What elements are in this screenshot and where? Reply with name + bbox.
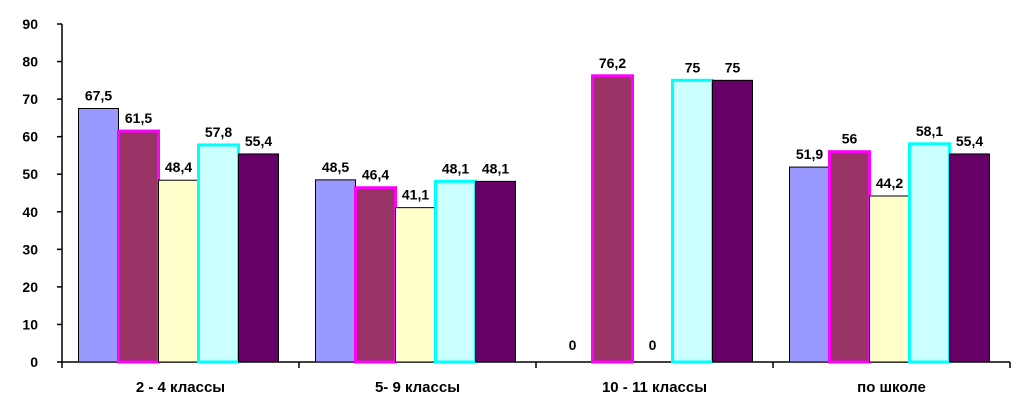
bar-series3-1 [158,179,199,363]
bar-series4-3 [671,78,714,364]
bar-series5-2 [475,180,516,363]
data-label: 61,5 [125,110,152,126]
bar-series3-4 [869,195,910,363]
bar-series4-4 [908,142,951,364]
data-label: 48,1 [482,160,509,176]
bar-series2-3 [591,74,634,364]
data-label: 41,1 [402,187,429,203]
bar-series1-1 [78,108,119,363]
y-tick-label: 30 [22,241,38,257]
y-tick-label: 60 [22,129,38,145]
data-label: 75 [725,59,741,75]
data-label: 55,4 [956,133,983,149]
bar-series5-4 [949,153,990,363]
data-label: 48,1 [442,160,469,176]
bar-series5-3 [712,79,753,363]
y-tick-label: 50 [22,166,38,182]
data-label: 51,9 [796,146,823,162]
bar-series2-1 [117,129,160,364]
y-tick-label: 40 [22,204,38,220]
y-tick-label: 20 [22,279,38,295]
bar-series3-2 [395,207,436,363]
x-category-label: 10 - 11 классы [602,379,707,396]
bar-series4-1 [197,143,240,364]
bar-series2-2 [354,186,397,364]
data-label: 76,2 [599,55,626,71]
data-label: 75 [685,59,701,75]
data-label: 55,4 [245,133,272,149]
data-label: 58,1 [916,123,943,139]
x-category-label: 2 - 4 классы [136,379,225,396]
bar-series5-1 [238,153,279,363]
bar-series1-4 [789,166,830,363]
data-label: 57,8 [205,124,232,140]
bar-series1-2 [315,179,356,363]
y-tick-label: 90 [22,16,38,32]
x-category-label: по школе [857,379,926,396]
data-label: 48,5 [322,159,349,175]
y-tick-label: 0 [30,354,38,370]
y-tick-label: 80 [22,54,38,70]
data-label: 44,2 [876,175,903,191]
bar-series4-2 [434,179,477,364]
data-label: 46,4 [362,167,389,183]
y-tick-label: 70 [22,91,38,107]
x-category-label: 5- 9 классы [375,379,460,396]
data-label: 67,5 [85,88,112,104]
bar-series2-4 [828,150,871,364]
data-label: 48,4 [165,159,192,175]
data-label: 0 [649,337,657,353]
y-tick-label: 10 [22,316,38,332]
data-label: 0 [569,337,577,353]
data-label: 56 [842,131,858,147]
